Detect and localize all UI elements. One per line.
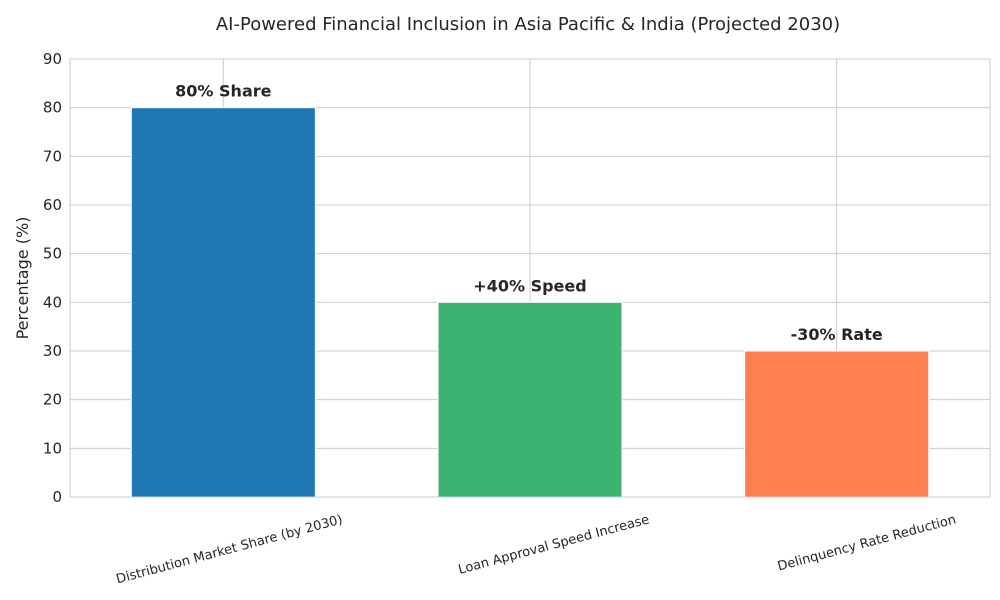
chart-title: AI-Powered Financial Inclusion in Asia P…	[216, 14, 840, 35]
y-tick-label: 90	[43, 50, 62, 68]
x-tick-label-2: Loan Approval Speed Increase	[457, 512, 651, 577]
bars	[130, 107, 930, 498]
plot-frame	[69, 58, 991, 498]
y-tick-label: 40	[43, 293, 62, 311]
data-labels: 80% Share +40% Speed -30% Rate	[175, 82, 883, 344]
plot-border	[69, 58, 991, 498]
y-tick-label: 30	[43, 342, 62, 360]
y-tick-label: 60	[43, 196, 62, 214]
bar-1	[130, 107, 316, 498]
y-tick-label: 70	[43, 147, 62, 165]
y-tick-label: 10	[43, 439, 62, 457]
y-axis-ticks: 0 10 20 30 40 50 60 70 80 90	[43, 50, 62, 506]
y-tick-label: 50	[43, 245, 62, 263]
y-axis-title: Percentage (%)	[13, 217, 32, 340]
y-tick-label: 80	[43, 99, 62, 117]
data-label-1: 80% Share	[175, 82, 271, 101]
data-label-2: +40% Speed	[473, 276, 586, 295]
data-label-3: -30% Rate	[791, 325, 883, 344]
x-tick-label-3: Delinquency Rate Reduction	[776, 512, 958, 574]
bar-2	[437, 301, 623, 498]
x-axis-ticks: Distribution Market Share (by 2030) Loan …	[115, 512, 958, 587]
y-tick-label: 0	[52, 488, 62, 506]
bar-3	[744, 350, 930, 498]
x-tick-label-1: Distribution Market Share (by 2030)	[115, 512, 345, 587]
y-tick-label: 20	[43, 391, 62, 409]
